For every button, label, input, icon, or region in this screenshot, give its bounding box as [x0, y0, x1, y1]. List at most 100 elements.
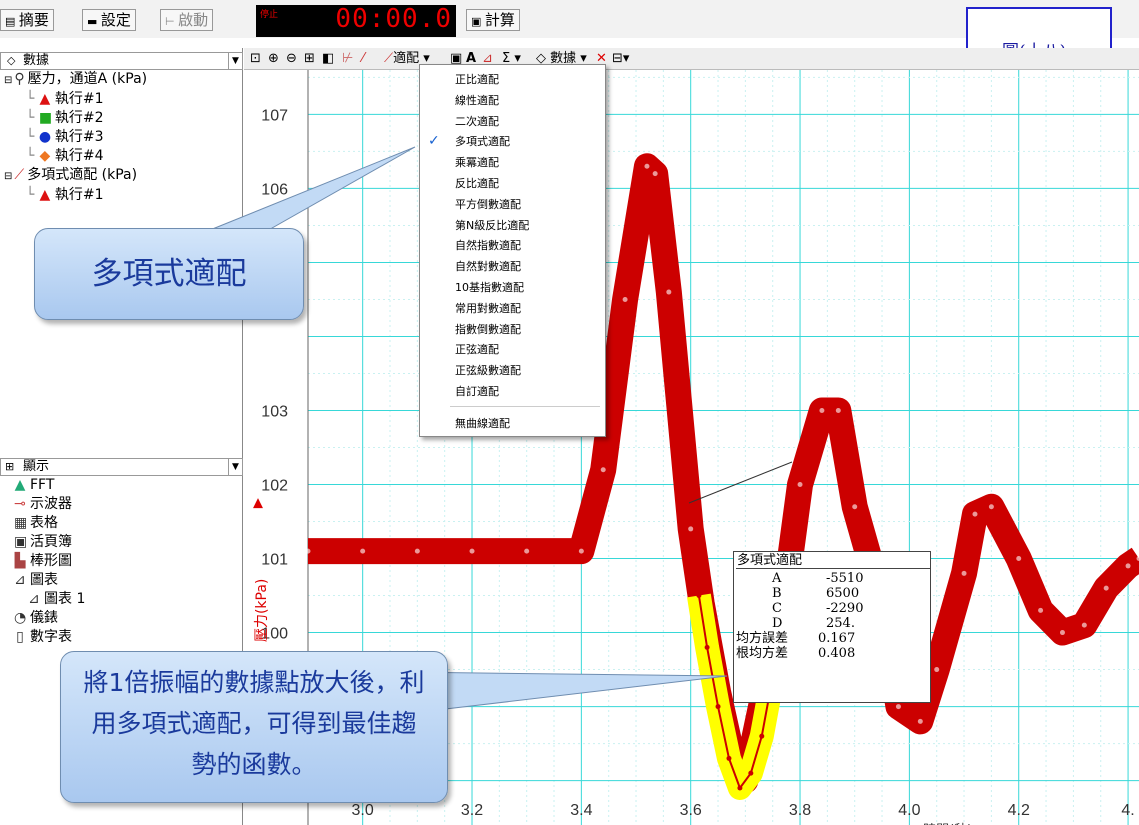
- data-icon: ◇: [7, 54, 16, 67]
- fit-param-name: D: [772, 616, 783, 631]
- tree-run-3[interactable]: └ ● 執行#3: [4, 128, 147, 147]
- zoom-in-icon[interactable]: ⊕: [268, 51, 279, 66]
- series-run-1-point: [578, 548, 584, 554]
- menu-item-fit[interactable]: 多項式適配: [455, 135, 510, 149]
- x-tick-label: 3.0: [352, 802, 374, 819]
- tree-label: 執行#1: [54, 187, 104, 203]
- fit-param-name: A: [772, 571, 782, 586]
- settings-icon: ▬: [87, 15, 101, 28]
- tree-polynomial-fit[interactable]: ⊟ ⟋ 多項式適配 (kPa): [4, 166, 147, 186]
- tree-run-2[interactable]: └ ■ 執行#2: [4, 109, 147, 128]
- series-run-1-point: [797, 482, 803, 488]
- menu-item-fit[interactable]: 自然指數適配: [455, 239, 521, 253]
- series-selected-point: [704, 644, 710, 650]
- display-tree: ▲ FFT ⊸ 示波器 ▦ 表格 ▣ 活頁簿 ▙ 棒形圖 ⊿ 圖表 ⊿ 圖表 1 ◔ 儀錶 ▯ 數字表: [6, 476, 85, 647]
- menu-item-fit[interactable]: 自訂適配: [455, 385, 499, 398]
- callout-top: 多項式適配: [34, 228, 304, 320]
- tree-label: 執行#3: [54, 129, 104, 145]
- delete-icon[interactable]: ✕: [596, 51, 607, 66]
- zoom-select-icon[interactable]: ⊞: [304, 51, 315, 66]
- scale-icon[interactable]: ⊡: [250, 51, 261, 66]
- properties-icon: ⊟: [612, 51, 623, 66]
- tree-pressure-channel-a[interactable]: ⊟ ⚲ 壓力，通道A (kPa): [4, 70, 147, 90]
- series-run-1-point: [934, 667, 940, 673]
- tree-fit-run-1[interactable]: └ ▲ 執行#1: [4, 186, 147, 205]
- x-tick-label: 4.2: [1008, 802, 1030, 819]
- menu-item-fit[interactable]: 乘冪適配: [455, 156, 499, 170]
- chevron-down-icon[interactable]: ▼: [228, 53, 242, 69]
- display-digits[interactable]: ▯ 數字表: [6, 628, 85, 647]
- menu-item-fit[interactable]: 平方倒數適配: [455, 197, 521, 211]
- calc-icon[interactable]: ▣: [450, 51, 463, 66]
- data-button[interactable]: ◇ 數據 ▾: [536, 51, 587, 66]
- calculator-label: 計算: [484, 11, 515, 29]
- series-run-1-point: [666, 289, 672, 295]
- display-fft[interactable]: ▲ FFT: [6, 476, 85, 495]
- timer-display: 停止 00:00.0: [256, 4, 456, 37]
- zoom-out-icon[interactable]: ⊖: [286, 51, 297, 66]
- summary-icon: ▤: [5, 15, 19, 28]
- start-label: 啟動: [178, 11, 209, 29]
- graph-icon: ⊿: [14, 572, 26, 588]
- menu-item-fit[interactable]: 10基指數適配: [455, 281, 524, 294]
- menu-item-fit[interactable]: 自然對數適配: [455, 260, 521, 274]
- coordinate-icon[interactable]: ⊬: [342, 51, 354, 66]
- series-marker-icon: ●: [38, 129, 52, 145]
- menu-separator: [450, 406, 600, 407]
- tree-label: 執行#1: [54, 91, 104, 107]
- annotation-icon[interactable]: ◧: [322, 51, 335, 66]
- display-table[interactable]: ▦ 表格: [6, 514, 85, 533]
- graph-1-icon: ⊿: [28, 591, 40, 607]
- statistics-button[interactable]: Σ ▾: [502, 51, 521, 66]
- display-meter[interactable]: ◔ 儀錶: [6, 609, 85, 628]
- menu-item-fit[interactable]: 第N級反比適配: [455, 218, 530, 232]
- menu-item-fit[interactable]: 反比適配: [455, 177, 499, 190]
- display-oscilloscope[interactable]: ⊸ 示波器: [6, 495, 85, 514]
- menu-item-fit[interactable]: 正比適配: [455, 73, 499, 86]
- display-graph[interactable]: ⊿ 圖表: [6, 571, 85, 590]
- menu-item-no-fit[interactable]: 無曲線適配: [455, 417, 510, 430]
- series-run-1-point: [852, 504, 858, 510]
- calculator-button[interactable]: ▣ 計算: [466, 9, 520, 31]
- text-icon[interactable]: A: [466, 51, 477, 66]
- series-selected-point: [696, 593, 702, 599]
- menu-item-fit[interactable]: 正弦級數適配: [455, 364, 521, 378]
- series-run-1-point: [688, 526, 694, 532]
- summary-label: 摘要: [18, 11, 49, 29]
- tree-label: 壓力，通道A (kPa): [27, 71, 148, 87]
- series-run-1-point: [644, 163, 650, 169]
- display-bar-graph[interactable]: ▙ 棒形圖: [6, 552, 85, 571]
- properties-button[interactable]: ⊟▾: [612, 51, 630, 66]
- series-run-1-point: [469, 548, 475, 554]
- data-panel-title: 數據: [23, 53, 50, 68]
- digits-icon: ▯: [16, 629, 24, 645]
- y-tick-label: 107: [261, 107, 288, 124]
- curve-icon[interactable]: ⊿: [482, 51, 493, 66]
- series-run-1-point: [972, 511, 978, 517]
- fit-button[interactable]: ⟋適配 ▾: [384, 51, 430, 66]
- menu-item-fit[interactable]: 常用對數適配: [455, 301, 521, 315]
- summary-button[interactable]: ▤ 摘要: [0, 9, 54, 31]
- start-button[interactable]: ⊢ 啟動: [160, 9, 214, 31]
- display-graph-1[interactable]: ⊿ 圖表 1: [6, 590, 85, 609]
- fit-param-name: 根均方差: [736, 646, 789, 661]
- menu-item-fit[interactable]: 線性適配: [455, 93, 499, 107]
- display-panel-header[interactable]: ⊞ 顯示 ▼: [0, 458, 243, 476]
- menu-item-fit[interactable]: 正弦適配: [455, 343, 499, 357]
- settings-button[interactable]: ▬ 設定: [82, 9, 136, 31]
- expand-icon[interactable]: ⊟: [4, 75, 13, 86]
- display-item-label: 棒形圖: [30, 553, 72, 569]
- tree-run-4[interactable]: └ ◆ 執行#4: [4, 147, 147, 166]
- chevron-down-icon[interactable]: ▼: [228, 459, 242, 475]
- tree-run-1[interactable]: └ ▲ 執行#1: [4, 90, 147, 109]
- menu-item-fit[interactable]: 二次適配: [455, 114, 499, 128]
- slope-icon[interactable]: ⁄: [362, 51, 365, 66]
- display-workbook[interactable]: ▣ 活頁簿: [6, 533, 85, 552]
- fit-param-value: -2290: [826, 601, 864, 616]
- workbook-icon: ▣: [14, 534, 28, 550]
- series-marker-icon: ■: [38, 110, 53, 126]
- x-tick-label: 3.8: [789, 802, 811, 819]
- expand-icon[interactable]: ⊟: [4, 171, 13, 182]
- menu-item-fit[interactable]: 指數倒數適配: [455, 322, 521, 336]
- data-panel-header[interactable]: ◇ 數據 ▼: [0, 52, 243, 70]
